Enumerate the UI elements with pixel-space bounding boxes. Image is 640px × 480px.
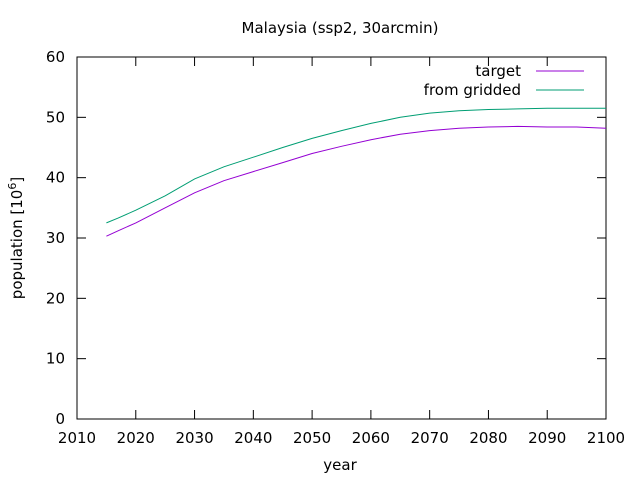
x-tick-label: 2060 (352, 429, 390, 447)
series-line-from-gridded (106, 107, 606, 224)
axes: 2010 2020 2030 2040 2050 2060 2070 2080 2090 2100… (46, 48, 625, 447)
legend-label: from gridded (424, 81, 521, 99)
x-tick-label: 2040 (234, 429, 272, 447)
y-tick-label: 0 (55, 410, 65, 428)
y-tick-label: 60 (46, 48, 65, 66)
y-axis-label-main: population [10 (8, 190, 26, 300)
x-tick-label: 2100 (587, 429, 625, 447)
x-tick-label: 2020 (117, 429, 155, 447)
plot-frame (76, 56, 607, 420)
y-tick-label: 20 (46, 289, 65, 307)
y-tick-label: 50 (46, 108, 65, 126)
y-axis-label-exponent: 6 (6, 183, 19, 190)
x-tick-label: 2080 (469, 429, 507, 447)
legend-label: target (475, 62, 521, 80)
x-tick-label: 2010 (58, 429, 96, 447)
series-group (106, 107, 607, 237)
x-tick-label: 2050 (293, 429, 331, 447)
series-line-target (106, 125, 607, 237)
x-tick-label: 2090 (528, 429, 566, 447)
x-tick-label: 2070 (411, 429, 449, 447)
y-axis-label-suffix: ] (8, 177, 26, 183)
x-tick-label: 2030 (175, 429, 213, 447)
y-axis-label: population [106] (6, 177, 26, 299)
y-tick-label: 40 (46, 169, 65, 187)
y-tick-label: 10 (46, 350, 65, 368)
chart-title: Malaysia (ssp2, 30arcmin) (242, 19, 439, 37)
x-axis-label: year (323, 456, 357, 474)
y-tick-label: 30 (46, 229, 65, 247)
